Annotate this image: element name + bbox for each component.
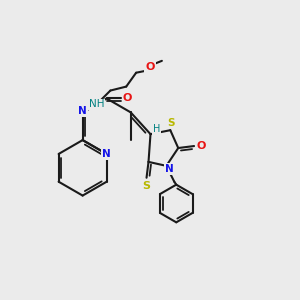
Text: O: O (196, 141, 206, 151)
Text: NH: NH (89, 99, 104, 110)
Text: S: S (142, 181, 151, 191)
Text: N: N (165, 164, 174, 174)
Text: H: H (153, 124, 160, 134)
Text: N: N (78, 106, 87, 116)
Text: O: O (123, 94, 132, 103)
Text: S: S (167, 118, 175, 128)
Text: N: N (102, 149, 111, 159)
Text: O: O (145, 62, 155, 72)
